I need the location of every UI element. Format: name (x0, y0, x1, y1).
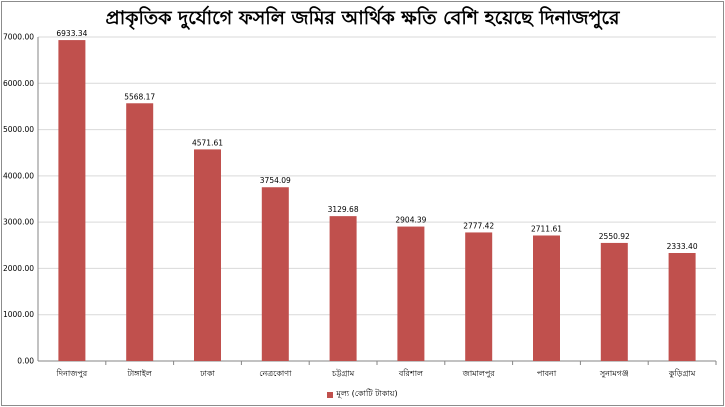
category-label: সুনামগঞ্জ (599, 369, 629, 378)
data-label: 3129.68 (328, 205, 359, 214)
category-label: জামালপুর (462, 369, 496, 378)
data-label: 2904.39 (395, 216, 426, 225)
y-tick-label: 2000.00 (3, 264, 34, 273)
y-tick-label: 4000.00 (3, 171, 34, 180)
category-label: টাঙ্গাইল (126, 368, 152, 378)
legend-label: মূল্য (কোটি টাকায়) (336, 389, 398, 398)
y-tick-label: 3000.00 (3, 218, 34, 227)
bar (465, 232, 493, 361)
category-label: চট্টগ্রাম (331, 369, 355, 378)
category-label: বরিশাল (398, 369, 424, 378)
bar (329, 216, 357, 361)
bar (397, 226, 425, 361)
data-label: 2550.92 (599, 232, 630, 241)
category-label: নেত্রকোণা (259, 369, 292, 378)
y-tick-label: 1000.00 (3, 310, 34, 319)
category-label: কুড়িগ্রাম (668, 369, 696, 378)
category-label: দিনাজপুর (56, 369, 88, 378)
category-label: ঢাকা (199, 369, 215, 378)
bar (668, 252, 696, 361)
data-label: 2711.61 (531, 224, 562, 233)
data-label: 3754.09 (260, 176, 291, 185)
data-label: 4571.61 (192, 138, 223, 147)
y-tick-label: 0.00 (17, 357, 34, 366)
chart-title: প্রাকৃতিক দুর্যোগে ফসলি জমির আর্থিক ক্ষত… (105, 7, 620, 29)
category-label: পাবনা (537, 369, 557, 378)
bar (126, 103, 154, 361)
bar (600, 242, 628, 361)
data-label: 2333.40 (667, 242, 698, 251)
data-label: 2777.42 (463, 221, 494, 230)
bar (194, 149, 221, 361)
legend: মূল্য (কোটি টাকায়) (0, 388, 725, 401)
data-label: 5568.17 (124, 92, 155, 101)
y-tick-label: 6000.00 (3, 79, 34, 88)
bar (58, 40, 86, 361)
y-tick-label: 5000.00 (3, 125, 34, 134)
bar (261, 187, 289, 361)
bar (533, 235, 560, 361)
y-tick-label: 7000.00 (3, 33, 34, 42)
legend-swatch (327, 391, 334, 398)
data-label: 6933.34 (56, 29, 87, 38)
